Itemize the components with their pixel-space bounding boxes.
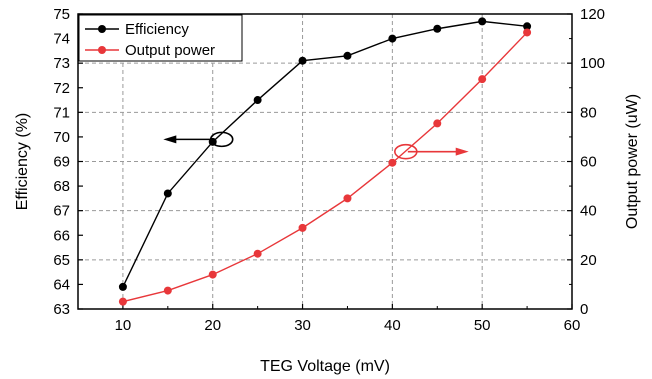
data-point-efficiency [478,17,487,26]
left-y-tick-label: 66 [53,227,70,244]
data-point-output-power [523,28,532,37]
data-point-efficiency [433,24,442,33]
left-y-tick-label: 63 [53,301,70,318]
left-y-axis-title: Efficiency (%) [14,113,31,211]
data-point-efficiency [388,34,397,43]
axis-ticks: 10 20 30 40 50 60 63 64 65 66 67 68 69 70 71 72 73 74 75 0 2… [53,6,605,334]
x-tick-label: 10 [115,317,132,334]
x-tick-label: 40 [384,317,401,334]
data-point-output-power [253,249,262,258]
annotation-arrow-head [455,147,469,156]
x-axis-title: TEG Voltage (mV) [260,358,390,375]
x-tick-label: 50 [474,317,491,334]
data-point-efficiency [163,189,172,198]
left-y-tick-label: 73 [53,55,70,72]
data-point-efficiency [253,96,262,105]
data-point-output-power [478,75,487,84]
data-point-efficiency [523,22,532,31]
right-y-tick-label: 80 [580,104,597,121]
right-y-tick-label: 0 [580,301,588,318]
data-point-efficiency [118,282,127,291]
legend: Efficiency Output power [78,14,243,62]
left-y-tick-label: 72 [53,80,70,97]
series-output-power [118,28,532,306]
plot-frame [77,13,573,310]
series-line-output-power [122,31,528,303]
annotations-layer [163,131,469,160]
data-point-output-power [388,158,397,167]
right-y-tick-label: 20 [580,252,597,269]
left-y-tick-label: 67 [53,203,70,220]
data-point-efficiency [343,51,352,60]
left-y-tick-label: 68 [53,178,70,195]
x-tick-label: 20 [204,317,221,334]
right-y-tick-label: 100 [580,55,605,72]
data-point-output-power [208,270,217,279]
data-point-output-power [298,223,307,232]
legend-marker-efficiency [98,25,106,33]
left-y-tick-label: 71 [53,104,70,121]
left-y-tick-label: 64 [53,276,70,293]
legend-label-efficiency: Efficiency [125,21,189,38]
right-y-tick-label: 120 [580,6,605,23]
x-tick-label: 30 [294,317,311,334]
left-y-tick-label: 69 [53,154,70,171]
x-tick-label: 60 [564,317,581,334]
legend-box [78,14,243,62]
left-y-tick-label: 70 [53,129,70,146]
right-y-axis-title: Output power (uW) [624,94,641,229]
left-y-tick-label: 65 [53,252,70,269]
legend-marker-output-power [98,46,106,54]
left-y-tick-label: 74 [53,31,70,48]
legend-label-output-power: Output power [125,42,215,59]
data-point-output-power [118,297,127,306]
data-point-output-power [433,119,442,128]
right-y-tick-label: 60 [580,154,597,171]
annotation-arrow-head [163,135,177,144]
data-point-output-power [343,194,352,203]
series-line-efficiency [122,20,528,288]
right-y-tick-label: 40 [580,203,597,220]
series-layer [118,17,532,306]
data-point-output-power [163,286,172,295]
data-point-efficiency [298,56,307,65]
left-y-tick-label: 75 [53,6,70,23]
series-efficiency [118,17,532,291]
